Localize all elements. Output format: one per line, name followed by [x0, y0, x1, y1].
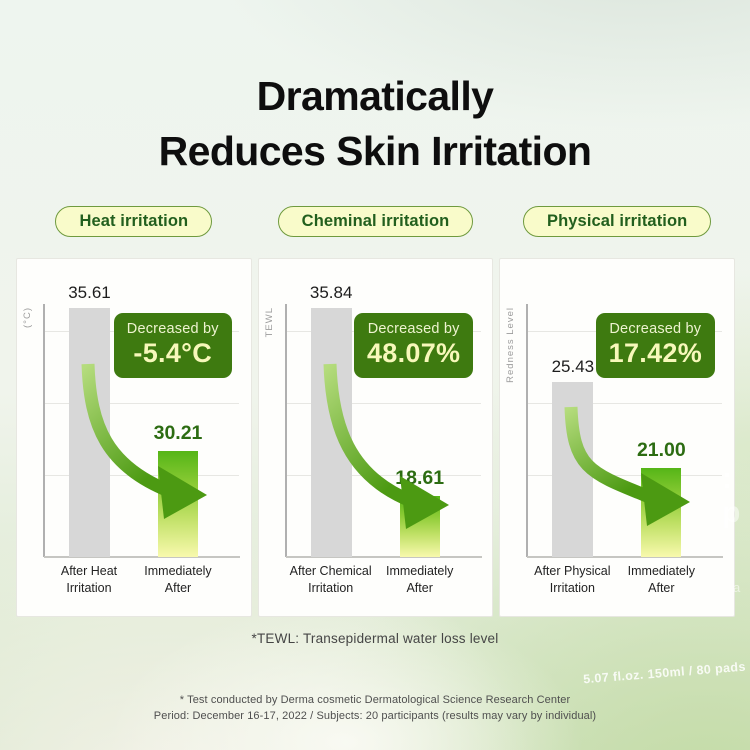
pill-cell: Cheminal irritation — [258, 206, 494, 237]
bar-before — [69, 308, 110, 557]
disclaimer-line-2: Period: December 16-17, 2022 / Subjects:… — [153, 709, 597, 722]
x-label-after: Immediately After — [601, 563, 721, 596]
pill-cell: Heat irritation — [16, 206, 252, 237]
pill-chemical-irritation: Cheminal irritation — [277, 206, 474, 237]
x-label-line: After Chemical — [289, 564, 372, 578]
x-axis-line — [44, 556, 240, 558]
decrease-badge-value: -5.4°C — [133, 338, 213, 368]
decrease-badge: Decreased by -5.4°C — [113, 313, 232, 378]
bar-before-value: 35.84 — [309, 283, 353, 302]
title-line-2: Reduces Skin Irritation — [158, 127, 592, 174]
x-label-line: Irritation — [549, 580, 595, 595]
x-label-after: Immediately After — [118, 563, 238, 596]
pill-physical-irritation: Physical irritation — [522, 206, 712, 237]
bar-before — [552, 382, 594, 557]
x-label-line: After — [648, 580, 675, 595]
chart-panel-physical: Redness Level 25.43 21.00 Decreased by 1… — [499, 258, 736, 617]
x-label-line: Immediately — [144, 564, 212, 578]
tewl-footnote: *TEWL: Transepidermal water loss level — [251, 631, 499, 646]
x-label-line: After Heat — [60, 564, 118, 578]
decrease-badge-value: 17.42% — [608, 338, 703, 368]
x-axis-line — [527, 556, 724, 558]
bar-after-value: 21.00 — [636, 439, 686, 461]
y-axis-line — [526, 304, 529, 557]
product-volume-text: 5.07 fl.oz. 150ml / 80 pads — [582, 659, 747, 687]
x-label-line: Irritation — [66, 580, 112, 595]
background-text-fragment: a — [733, 580, 741, 595]
chart-panel-chemical: TEWL 35.84 18.61 Decreased by 48.07% Aft… — [257, 258, 494, 617]
bar-after — [399, 496, 440, 557]
pill-cell: Physical irritation — [499, 206, 735, 237]
pill-heat-irritation: Heat irritation — [55, 206, 213, 237]
decrease-badge: Decreased by 17.42% — [595, 313, 716, 378]
bar-before-value: 35.61 — [68, 283, 111, 302]
decrease-badge: Decreased by 48.07% — [353, 313, 474, 378]
x-label-line: Immediately — [627, 564, 696, 578]
x-label-line: After Physical — [534, 564, 611, 578]
x-label-before: After Heat Irritation — [29, 563, 149, 596]
chart-panels: (°C) 35.61 30.21 Decreased by -5.4°C Aft… — [16, 258, 736, 617]
x-label-line: Immediately — [385, 564, 454, 578]
decrease-badge-prefix: Decreased by — [609, 321, 702, 337]
title-line-1: Dramatically — [256, 73, 494, 120]
y-axis-line — [43, 304, 45, 557]
bar-before — [310, 308, 352, 557]
y-axis-label: Redness Level — [505, 307, 517, 383]
category-pills: Heat irritation Cheminal irritation Phys… — [16, 206, 735, 237]
x-label-line: Irritation — [308, 580, 354, 595]
chart-panel-heat: (°C) 35.61 30.21 Decreased by -5.4°C Aft… — [16, 258, 252, 617]
x-label-after: Immediately After — [360, 563, 480, 596]
y-axis-label: (°C) — [22, 307, 33, 328]
test-disclaimer: * Test conducted by Derma cosmetic Derma… — [0, 693, 750, 725]
x-label-before: After Chemical Irritation — [271, 563, 391, 596]
page-title: Dramatically Reduces Skin Irritation — [0, 69, 750, 177]
x-label-before: After Physical Irritation — [512, 563, 632, 596]
bar-after — [158, 451, 198, 557]
bar-before-value: 25.43 — [551, 357, 595, 376]
decrease-badge-prefix: Decreased by — [367, 321, 460, 337]
x-label-line: After — [164, 580, 192, 595]
background-text-fragment: : p — [722, 462, 741, 529]
bar-after-value: 18.61 — [395, 467, 445, 489]
gridline — [527, 403, 723, 404]
decrease-badge-prefix: Decreased by — [126, 321, 219, 337]
x-axis-line — [285, 556, 482, 558]
decrease-badge-value: 48.07% — [366, 338, 461, 368]
bar-after — [641, 468, 682, 557]
x-label-line: After — [406, 580, 433, 595]
y-axis-line — [284, 304, 287, 557]
y-axis-label: TEWL — [263, 307, 275, 338]
bar-after-value: 30.21 — [153, 422, 203, 444]
disclaimer-line-1: * Test conducted by Derma cosmetic Derma… — [179, 694, 571, 706]
